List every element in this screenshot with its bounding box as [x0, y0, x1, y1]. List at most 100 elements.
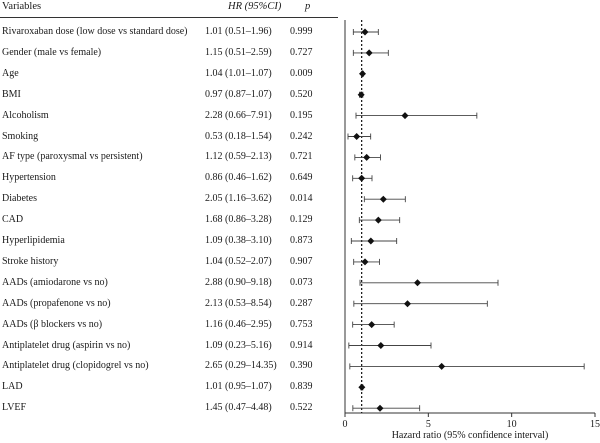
x-axis-label: Hazard ratio (95% confidence interval) — [391, 430, 549, 441]
hr-value: 2.13 (0.53–8.54) — [205, 297, 272, 309]
variable-label: BMI — [2, 88, 21, 100]
variable-label: LVEF — [2, 402, 27, 414]
header-rule — [0, 17, 338, 18]
hr-value: 1.01 (0.51–1.96) — [205, 26, 272, 37]
p-value: 0.520 — [290, 88, 313, 100]
p-value: 0.753 — [290, 318, 313, 330]
variable-label: AADs (propafenone vs no) — [2, 297, 111, 309]
point-estimate — [379, 195, 387, 203]
variable-label: Smoking — [2, 130, 39, 142]
variable-label: Stroke history — [2, 255, 59, 267]
hr-value: 1.09 (0.38–3.10) — [205, 235, 272, 246]
variable-label: Gender (male vs female) — [2, 46, 102, 58]
point-estimate — [353, 133, 361, 140]
p-value: 0.727 — [290, 46, 313, 58]
x-tick-label: 15 — [590, 419, 600, 430]
table-row: Gender (male vs female) 1.15 (0.51–2.59) 0… — [0, 46, 340, 68]
p-value: 0.073 — [290, 276, 313, 288]
p-value: 0.390 — [290, 360, 313, 372]
variable-label: Antiplatelet drug (clopidogrel vs no) — [2, 360, 149, 372]
point-estimate — [361, 28, 369, 36]
table-row: AADs (propafenone vs no) 2.13 (0.53–8.54)… — [0, 297, 340, 319]
variable-label: LAD — [2, 381, 23, 393]
table-row: Alcoholism 2.28 (0.66–7.91) 0.195 — [0, 109, 340, 131]
hr-value: 1.68 (0.86–3.28) — [205, 214, 272, 226]
variable-label: Antiplatelet drug (aspirin vs no) — [2, 339, 131, 351]
p-value: 0.839 — [290, 381, 313, 393]
hr-header: HR (95%CI) — [228, 1, 282, 12]
hr-value: 1.12 (0.59–2.13) — [205, 151, 272, 163]
table-row: Diabetes 2.05 (1.16–3.62) 0.014 — [0, 192, 340, 214]
table-row: BMI 0.97 (0.87–1.07) 0.520 — [0, 88, 340, 110]
table-row: Smoking 0.53 (0.18–1.54) 0.242 — [0, 130, 340, 152]
variable-label: Rivaroxaban dose (low dose vs standard d… — [2, 26, 188, 37]
hr-value: 1.04 (1.01–1.07) — [205, 67, 272, 79]
x-tick-label: 0 — [343, 419, 348, 430]
hr-value: 1.15 (0.51–2.59) — [205, 46, 272, 58]
table-row: CAD 1.68 (0.86–3.28) 0.129 — [0, 213, 340, 235]
point-estimate — [357, 91, 365, 99]
x-tick-label: 10 — [507, 419, 517, 430]
point-estimate — [368, 321, 376, 329]
p-value: 0.999 — [290, 26, 313, 37]
p-value: 0.242 — [290, 130, 313, 142]
p-value: 0.129 — [290, 214, 313, 226]
point-estimate — [365, 49, 373, 57]
point-estimate — [438, 362, 446, 370]
table-row: Antiplatelet drug (clopidogrel vs no) 2.6… — [0, 359, 340, 381]
table-row: Antiplatelet drug (aspirin vs no) 1.09 (0… — [0, 339, 340, 361]
p-value: 0.009 — [290, 67, 313, 79]
table-row: Rivaroxaban dose (low dose vs standard d… — [0, 25, 340, 47]
hr-value: 2.05 (1.16–3.62) — [205, 193, 272, 205]
p-value: 0.721 — [290, 151, 313, 163]
hr-value: 1.16 (0.46–2.95) — [205, 318, 272, 330]
table-row: AF type (paroxysmal vs persistent) 1.12 (… — [0, 150, 340, 172]
p-value: 0.522 — [290, 402, 313, 414]
variable-label: CAD — [2, 214, 24, 226]
table-row: LVEF 1.45 (0.47–4.48) 0.522 — [0, 401, 340, 423]
hr-value: 0.86 (0.46–1.62) — [205, 172, 272, 184]
point-estimate — [361, 258, 369, 266]
p-value: 0.649 — [290, 172, 313, 184]
hr-value: 1.01 (0.95–1.07) — [205, 381, 272, 393]
variable-label: AADs (amiodarone vs no) — [2, 276, 108, 288]
hr-value: 1.04 (0.52–2.07) — [205, 255, 272, 267]
variable-label: Hypertension — [2, 172, 56, 184]
p-value: 0.195 — [290, 109, 313, 121]
x-tick-label: 5 — [426, 419, 431, 430]
hr-value: 2.28 (0.66–7.91) — [205, 109, 272, 121]
p-value: 0.287 — [290, 297, 313, 309]
point-estimate — [376, 404, 384, 412]
table-row: LAD 1.01 (0.95–1.07) 0.839 — [0, 380, 340, 402]
p-value: 0.873 — [290, 235, 313, 246]
variable-label: Age — [2, 67, 19, 79]
point-estimate — [363, 153, 371, 161]
point-estimate — [374, 216, 382, 224]
p-value: 0.914 — [290, 339, 313, 351]
p-header: p — [305, 1, 311, 12]
variables-header: Variables — [2, 1, 42, 12]
point-estimate — [358, 174, 366, 182]
point-estimate — [367, 237, 375, 245]
variable-label: Alcoholism — [2, 109, 49, 121]
hr-value: 2.88 (0.90–9.18) — [205, 276, 272, 288]
hr-value: 0.53 (0.18–1.54) — [205, 130, 272, 142]
hr-value: 0.97 (0.87–1.07) — [205, 88, 272, 100]
hr-value: 2.65 (0.29–14.35) — [205, 360, 277, 372]
table-row: Stroke history 1.04 (0.52–2.07) 0.907 — [0, 255, 340, 277]
table-row: Age 1.04 (1.01–1.07) 0.009 — [0, 67, 340, 89]
point-estimate — [377, 342, 385, 349]
p-value: 0.907 — [290, 255, 313, 267]
table-row: Hypertension 0.86 (0.46–1.62) 0.649 — [0, 171, 340, 193]
point-estimate — [358, 383, 366, 391]
point-estimate — [404, 300, 411, 308]
point-estimate — [401, 112, 409, 120]
p-value: 0.014 — [290, 193, 313, 205]
hr-value: 1.09 (0.23–5.16) — [205, 339, 272, 351]
table-row: AADs (β blockers vs no) 1.16 (0.46–2.95) 0… — [0, 318, 340, 340]
table-row: Hyperlipidemia 1.09 (0.38–3.10) 0.873 — [0, 234, 340, 256]
variable-label: AF type (paroxysmal vs persistent) — [2, 151, 143, 163]
hr-value: 1.45 (0.47–4.48) — [205, 402, 272, 414]
table-row: AADs (amiodarone vs no) 2.88 (0.90–9.18) 0… — [0, 276, 340, 298]
